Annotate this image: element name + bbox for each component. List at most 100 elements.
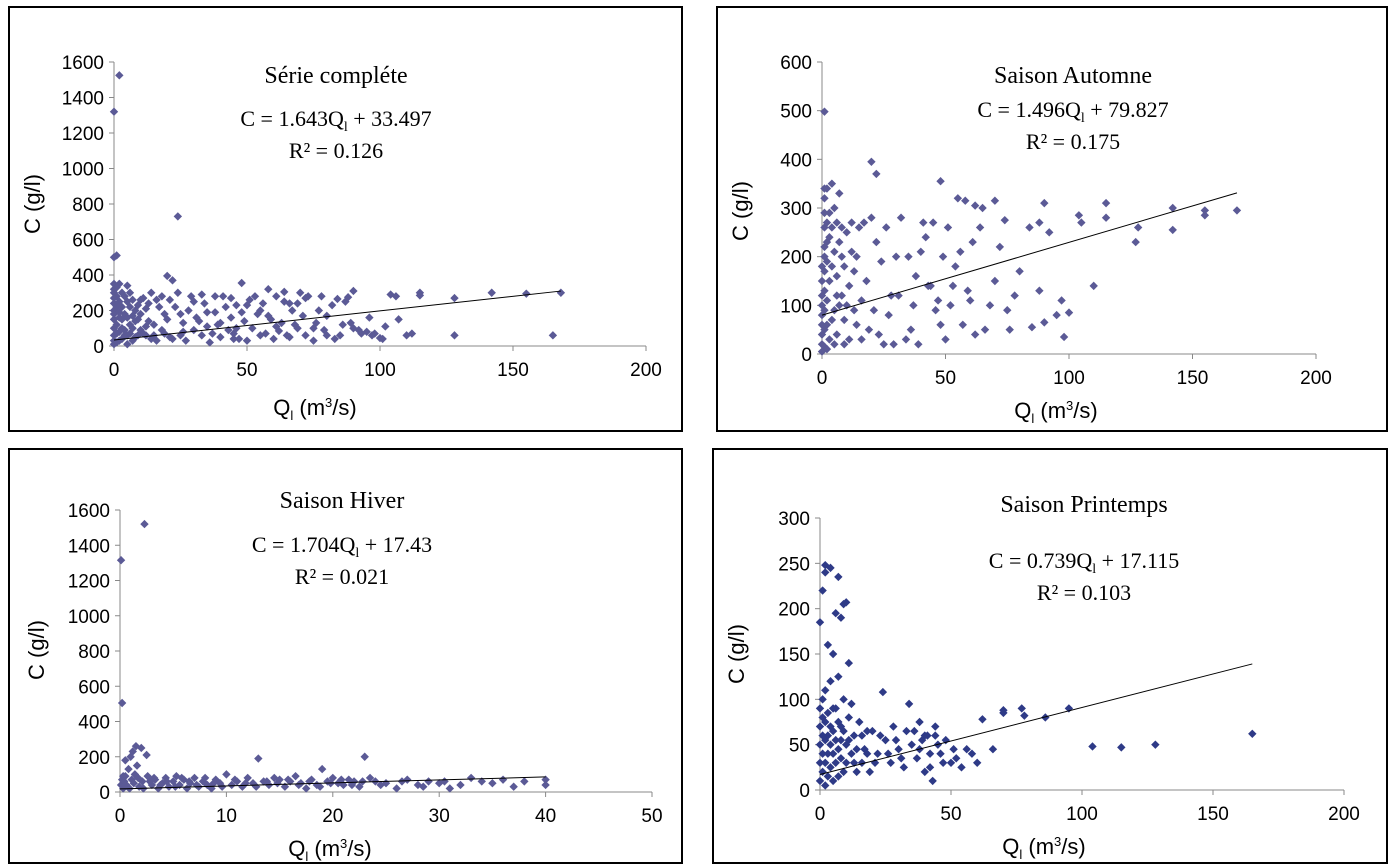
data-point [834,717,843,727]
data-point [849,267,859,276]
y-tick-label: 0 [93,337,104,358]
x-tick-label: 100 [364,360,396,381]
data-point [157,292,167,301]
data-point [349,324,358,333]
data-point [181,336,191,345]
data-point [821,560,830,570]
x-tick-label: 150 [1197,804,1229,825]
y-tick-label: 400 [72,266,104,287]
data-point [170,302,180,312]
data-point [825,233,834,242]
data-point [1117,743,1126,752]
data-point [867,157,876,166]
data-point [835,189,844,198]
data-point [168,334,177,344]
data-point [121,756,130,765]
data-point [899,763,909,772]
data-point [832,330,842,339]
chart-panel-saison-printemps: 0 50 100 150 200 250 300 0 50 100 150 200 Saison Pri… [712,448,1388,864]
data-point [821,717,830,727]
trendline-equation: C = 1.643Ql + 33.497 [240,106,431,135]
data-point [116,556,126,565]
data-point [817,320,827,329]
y-tick-label: 1000 [68,607,110,628]
data-point [205,338,214,347]
data-point [821,758,830,767]
data-point [904,699,914,709]
trendline [119,776,546,790]
data-point [1025,223,1034,232]
data-point [248,324,257,333]
data-point [291,771,300,781]
data-point [178,327,188,336]
data-point [402,331,411,340]
x-tick-label: 0 [109,360,120,381]
chart-svg: 0 100 200 300 400 500 600 0 50 100 150 200 Saison Au… [728,53,1332,426]
data-point [828,649,838,659]
data-point [315,782,325,791]
data-point [1045,228,1054,237]
data-point [1101,213,1111,222]
data-point [250,292,260,301]
data-point [234,334,244,344]
data-point [109,107,119,116]
data-point [956,247,965,256]
data-point [881,735,890,745]
data-point [1168,203,1177,213]
data-point [877,257,886,266]
y-tick-label: 250 [778,554,810,575]
data-points [109,71,566,349]
data-point [202,308,212,317]
data-point [921,233,930,242]
data-point [424,777,433,786]
data-point [817,291,827,300]
data-point [520,777,529,786]
data-point [302,784,311,793]
data-point [269,334,278,344]
data-point [164,782,174,791]
data-point [933,296,943,305]
data-point [891,252,901,261]
data-point [873,749,882,758]
data-point [1040,318,1049,327]
data-point [844,713,854,722]
data-point [392,784,401,793]
data-point [1131,237,1140,247]
chart-svg: 0 200 400 600 800 1000 1200 1400 1600 0 10 20 30 40 50… [24,488,663,862]
data-point [1003,306,1012,315]
data-point [1017,704,1026,713]
data-point [1052,310,1061,320]
data-point [333,294,342,304]
data-point [837,291,846,300]
data-point [337,775,346,784]
data-point [184,777,194,786]
data-point [137,743,146,753]
data-point [995,242,1005,252]
data-point [272,322,281,331]
data-point [365,773,375,783]
data-point [168,276,177,285]
data-point [1200,211,1210,220]
data-point [365,313,374,322]
data-point [548,331,558,340]
data-point [953,194,963,203]
data-point [314,306,324,315]
data-point [844,281,854,291]
data-point [237,278,246,288]
data-point [335,331,345,340]
data-point [242,300,252,310]
data-point [840,315,849,325]
data-point [1059,332,1069,342]
data-point [821,735,830,745]
data-point [1064,308,1074,317]
data-point [902,726,911,736]
data-point [928,776,937,786]
data-point [897,754,906,763]
data-point [177,773,186,783]
data-point [125,302,135,312]
data-point [211,775,220,784]
data-point [821,781,830,790]
data-point [149,773,159,783]
y-tick-label: 200 [780,248,812,269]
data-point [837,252,846,261]
